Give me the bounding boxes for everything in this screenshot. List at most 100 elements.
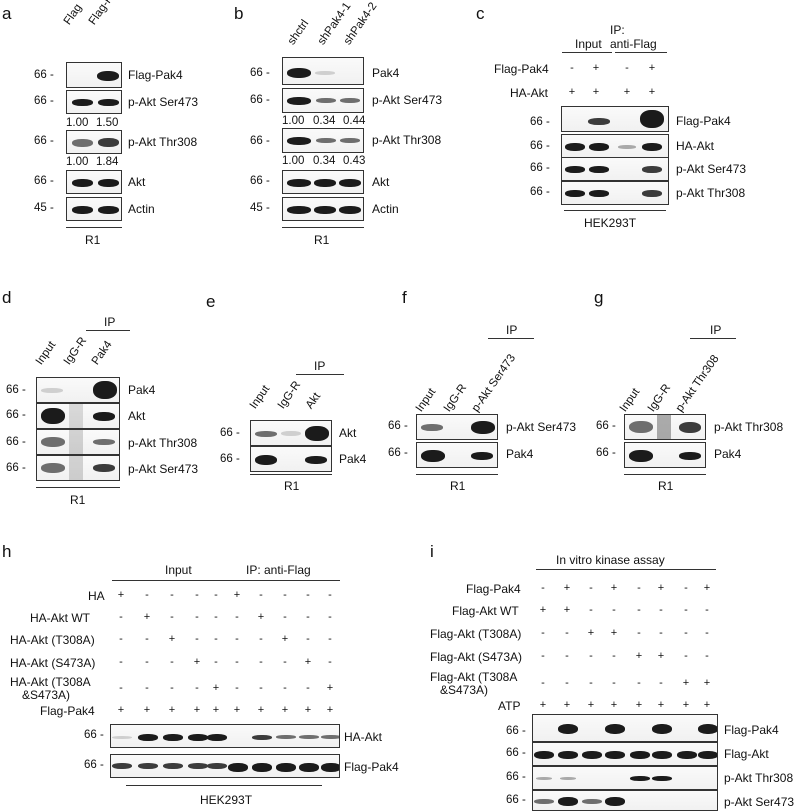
blot-p-akt-ser473 xyxy=(66,90,122,114)
sign: - xyxy=(283,589,287,601)
blot-label: p-Akt Thr308 xyxy=(676,186,746,200)
blot-label: Akt xyxy=(372,175,390,189)
sign: - xyxy=(145,589,149,601)
sign: - xyxy=(170,682,174,694)
divider xyxy=(296,374,344,375)
sign: - xyxy=(589,604,593,616)
divider xyxy=(36,487,120,488)
sign: + xyxy=(587,627,595,639)
sign: - xyxy=(541,650,545,662)
blot-label: Pak4 xyxy=(372,66,400,80)
band xyxy=(321,763,339,772)
group-ip: IP: anti-Flag xyxy=(246,563,311,577)
band xyxy=(207,733,227,741)
sign: + xyxy=(563,699,571,711)
sign: + xyxy=(143,704,151,716)
sign: + xyxy=(212,704,220,716)
sign: - xyxy=(145,656,149,668)
mw-marker: 66 - xyxy=(250,67,270,79)
sign: - xyxy=(306,682,310,694)
row-label: Flag-Pak4 xyxy=(466,582,521,596)
cell-line-label: HEK293T xyxy=(200,793,253,807)
panel-i-letter: i xyxy=(430,542,434,561)
sign: - xyxy=(235,682,239,694)
sign: - xyxy=(612,650,616,662)
sign: - xyxy=(259,656,263,668)
blot-label: p-Akt Thr308 xyxy=(724,771,794,785)
panel-g-letter: g xyxy=(594,288,604,307)
sign: + xyxy=(648,62,656,74)
lane-label: IgG-R xyxy=(441,382,470,415)
sign: - xyxy=(306,589,310,601)
sign: - xyxy=(214,656,218,668)
mw-marker: 66 - xyxy=(530,162,550,174)
blot-pak4 xyxy=(282,57,364,85)
blot-label: Pak4 xyxy=(506,447,534,461)
sign: + xyxy=(168,704,176,716)
band xyxy=(252,734,272,740)
sign: - xyxy=(235,611,239,623)
band xyxy=(558,724,578,734)
band xyxy=(276,763,296,772)
divider xyxy=(564,210,666,211)
sign: - xyxy=(659,627,663,639)
sign: + xyxy=(304,704,312,716)
mw-marker: 66 - xyxy=(530,116,550,128)
lane-label: IgG-R xyxy=(645,382,674,415)
quant-value: 0.34 xyxy=(313,115,336,127)
blot-label: p-Akt Ser473 xyxy=(506,420,577,434)
mw-marker: 66 - xyxy=(250,135,270,147)
quant-value: 0.44 xyxy=(343,115,366,127)
mw-marker: 66 - xyxy=(250,94,270,106)
sign: - xyxy=(328,633,332,645)
sign: - xyxy=(541,627,545,639)
ip-label: IP xyxy=(104,315,116,329)
sign: - xyxy=(195,611,199,623)
row-label: Flag-Pak4 xyxy=(40,704,95,718)
blot-p-akt-thr308 xyxy=(532,766,718,790)
sign: + xyxy=(592,62,600,74)
band xyxy=(534,799,554,804)
mw-marker: 45 - xyxy=(34,202,54,214)
panel-h-letter: h xyxy=(2,542,12,561)
panel-b-letter: b xyxy=(234,4,244,23)
band xyxy=(252,763,272,772)
sign: + xyxy=(257,611,265,623)
sign: - xyxy=(541,582,545,594)
sign: + xyxy=(682,677,690,689)
divider xyxy=(112,580,230,581)
divider xyxy=(690,338,736,339)
group-input: Input xyxy=(575,37,602,51)
mw-marker: 66 - xyxy=(34,175,54,187)
mw-marker: 66 - xyxy=(506,771,526,783)
sign: - xyxy=(235,656,239,668)
sign: - xyxy=(684,627,688,639)
blot-flag-pak4 xyxy=(66,62,122,88)
sign: - xyxy=(306,633,310,645)
sign: + xyxy=(117,589,125,601)
band xyxy=(698,724,717,734)
sign: - xyxy=(214,589,218,601)
sign: - xyxy=(637,604,641,616)
sign: + xyxy=(587,699,595,711)
blot-pak4 xyxy=(36,377,120,403)
blot-akt xyxy=(250,420,332,446)
band xyxy=(652,751,672,759)
ip-label: IP: xyxy=(610,23,625,37)
row-label: Flag-Akt (T308A) xyxy=(430,627,522,641)
lane-label: Pak4 xyxy=(89,338,115,368)
blot-label: Flag-Pak4 xyxy=(128,68,183,82)
sign: + xyxy=(281,704,289,716)
blot-label: p-Akt Thr308 xyxy=(128,135,198,149)
mw-marker: 66 - xyxy=(530,186,550,198)
sign: - xyxy=(214,633,218,645)
band xyxy=(138,733,158,741)
quant-value: 0.34 xyxy=(313,155,336,167)
sign: - xyxy=(589,677,593,689)
cell-line-label: R1 xyxy=(658,479,674,493)
blot-label: Flag-Pak4 xyxy=(344,760,399,774)
mw-marker: 66 - xyxy=(596,420,616,432)
sign: - xyxy=(684,604,688,616)
divider xyxy=(282,227,364,228)
sign: - xyxy=(259,633,263,645)
